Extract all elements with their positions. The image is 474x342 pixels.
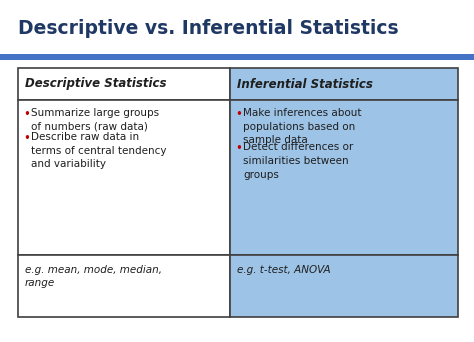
Bar — [18, 68, 230, 100]
Text: •: • — [235, 108, 242, 121]
Text: Describe raw data in
terms of central tendency
and variability: Describe raw data in terms of central te… — [31, 132, 166, 169]
Text: e.g. t-test, ANOVA: e.g. t-test, ANOVA — [237, 265, 331, 275]
Text: Descriptive vs. Inferential Statistics: Descriptive vs. Inferential Statistics — [18, 18, 399, 38]
Text: •: • — [23, 108, 30, 121]
Text: Detect differences or
similarities between
groups: Detect differences or similarities betwe… — [243, 142, 353, 180]
Text: •: • — [235, 142, 242, 155]
Text: Make inferences about
populations based on
sample data: Make inferences about populations based … — [243, 108, 362, 145]
Text: Inferential Statistics: Inferential Statistics — [237, 78, 373, 91]
Text: Summarize large groups
of numbers (raw data): Summarize large groups of numbers (raw d… — [31, 108, 159, 132]
Bar — [230, 68, 458, 100]
Bar — [230, 100, 458, 255]
Text: Descriptive Statistics: Descriptive Statistics — [25, 78, 166, 91]
Text: e.g. mean, mode, median,
range: e.g. mean, mode, median, range — [25, 265, 162, 288]
Text: •: • — [23, 132, 30, 145]
Bar — [18, 100, 230, 255]
Bar — [230, 255, 458, 317]
Bar — [0, 54, 474, 60]
Bar — [18, 255, 230, 317]
